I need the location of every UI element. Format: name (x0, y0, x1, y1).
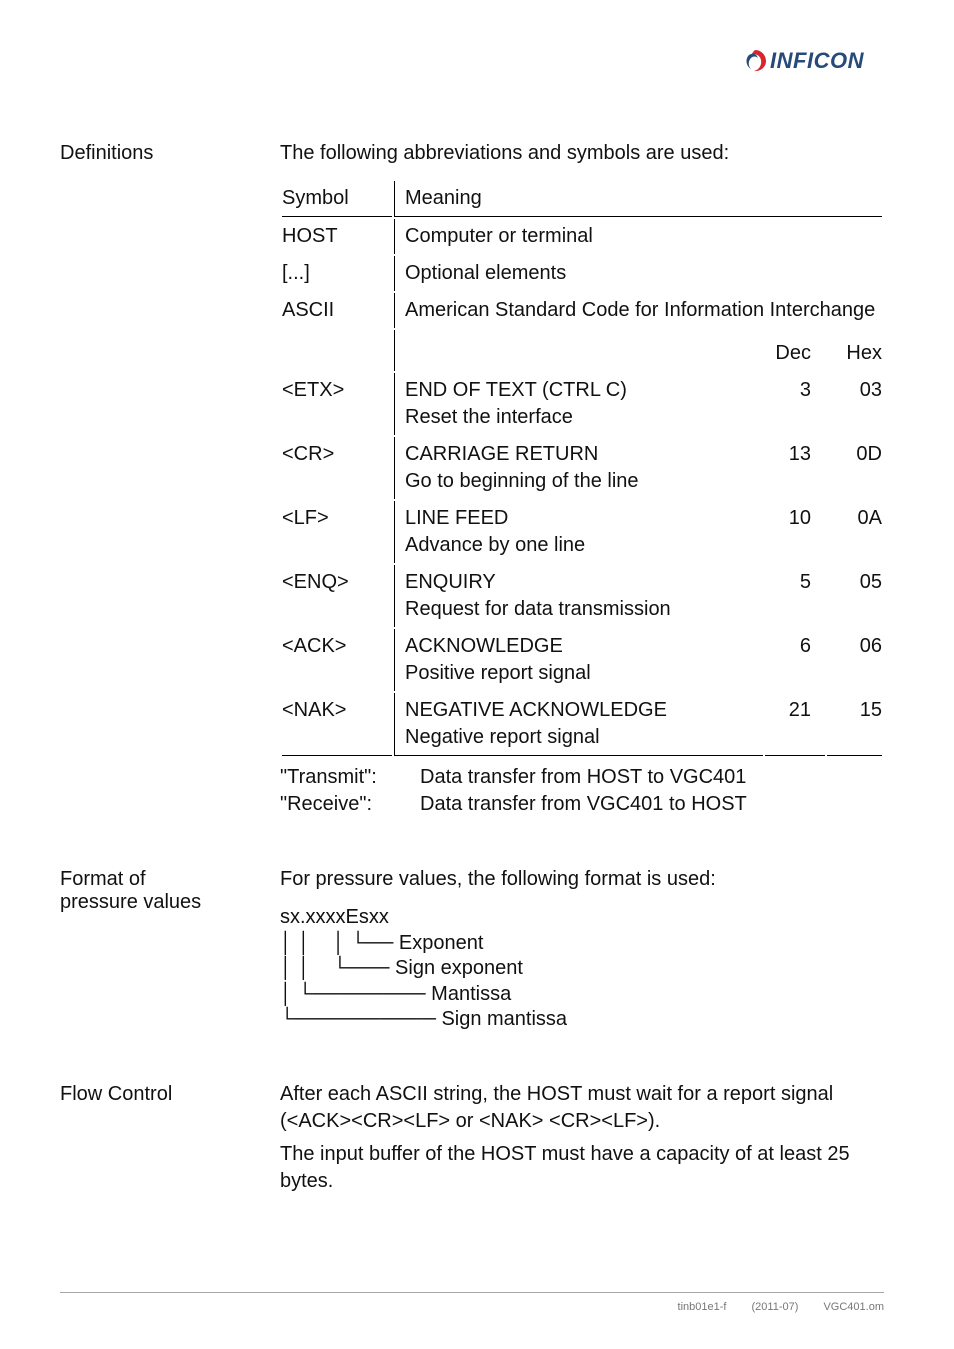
meaning-cell: CARRIAGE RETURN (405, 443, 598, 465)
symbol-cell: <ENQ> (282, 565, 392, 627)
meaning-cell: Computer or terminal (394, 219, 882, 254)
format-label: Format of pressure values (60, 866, 280, 914)
symbol-cell: [...] (282, 256, 392, 291)
meaning-cell: American Standard Code for Information I… (394, 293, 882, 328)
footer-doc: tinb01e1-f (678, 1301, 727, 1313)
label-sign-mantissa: Sign mantissa (441, 1008, 567, 1030)
page-footer: tinb01e1-f (2011-07) VGC401.om (60, 1292, 884, 1313)
meaning-sub: Reset the interface (405, 404, 763, 431)
transmit-receive: "Transmit": Data transfer from HOST to V… (280, 764, 884, 818)
format-diagram: sx.xxxxEsxx │ │ │ └── Exponent │ │ └─── … (280, 905, 884, 1033)
receive-key: "Receive": (280, 791, 420, 818)
receive-value: Data transfer from VGC401 to HOST (420, 791, 747, 818)
dec-hex-header: Dec Hex (282, 330, 882, 371)
format-pattern: sx.xxxxEsxx (280, 906, 389, 928)
symbol-cell: HOST (282, 219, 392, 254)
flow-label: Flow Control (60, 1081, 280, 1106)
meaning-sub: Request for data transmission (405, 596, 763, 623)
symbol-cell: <ETX> (282, 373, 392, 435)
symbol-cell: ASCII (282, 293, 392, 328)
brand-name: INFICON (770, 48, 864, 74)
hex-cell: 03 (827, 373, 882, 435)
hex-cell: 15 (827, 693, 882, 756)
table-row: <ETX> END OF TEXT (CTRL C) Reset the int… (282, 373, 882, 435)
format-body: For pressure values, the following forma… (280, 866, 884, 1033)
symbol-cell: <LF> (282, 501, 392, 563)
definitions-intro: The following abbreviations and symbols … (280, 140, 884, 167)
dec-cell: 13 (765, 437, 825, 499)
definitions-table: Symbol Meaning HOST Computer or terminal… (280, 179, 884, 758)
dec-label: Dec (765, 330, 825, 371)
header-meaning: Meaning (394, 181, 882, 217)
footer-date: (2011-07) (752, 1301, 799, 1313)
symbol-cell: <NAK> (282, 693, 392, 756)
transmit-value: Data transfer from HOST to VGC401 (420, 764, 746, 791)
format-intro: For pressure values, the following forma… (280, 866, 884, 893)
symbol-cell: <CR> (282, 437, 392, 499)
table-row: <NAK> NEGATIVE ACKNOWLEDGE Negative repo… (282, 693, 882, 756)
table-row: ASCII American Standard Code for Informa… (282, 293, 882, 328)
meaning-sub: Positive report signal (405, 660, 763, 687)
table-row: <CR> CARRIAGE RETURN Go to beginning of … (282, 437, 882, 499)
brand-logo: INFICON (742, 48, 864, 74)
dec-cell: 6 (765, 629, 825, 691)
dec-cell: 10 (765, 501, 825, 563)
meaning-cell: Optional elements (394, 256, 882, 291)
header-symbol: Symbol (282, 181, 392, 217)
flow-body: After each ASCII string, the HOST must w… (280, 1081, 884, 1195)
hex-cell: 0A (827, 501, 882, 563)
page: INFICON Definitions The following abbrev… (0, 0, 954, 1349)
table-header-row: Symbol Meaning (282, 181, 882, 217)
dec-cell: 3 (765, 373, 825, 435)
transmit-key: "Transmit": (280, 764, 420, 791)
meaning-sub: Go to beginning of the line (405, 468, 763, 495)
flow-p2: The input buffer of the HOST must have a… (280, 1141, 884, 1195)
meaning-sub: Advance by one line (405, 532, 763, 559)
content: Definitions The following abbreviations … (60, 140, 884, 1195)
section-definitions: Definitions The following abbreviations … (60, 140, 884, 818)
table-row: <ACK> ACKNOWLEDGE Positive report signal… (282, 629, 882, 691)
dec-cell: 21 (765, 693, 825, 756)
hex-cell: 05 (827, 565, 882, 627)
label-exponent: Exponent (399, 932, 484, 954)
meaning-cell: LINE FEED (405, 507, 508, 529)
footer-model: VGC401.om (823, 1301, 884, 1313)
inficon-swirl-icon (742, 48, 768, 74)
definitions-label: Definitions (60, 140, 280, 165)
table-row: <LF> LINE FEED Advance by one line 10 0A (282, 501, 882, 563)
hex-label: Hex (827, 330, 882, 371)
symbol-cell: <ACK> (282, 629, 392, 691)
label-mantissa: Mantissa (431, 983, 511, 1005)
dec-cell: 5 (765, 565, 825, 627)
flow-p1: After each ASCII string, the HOST must w… (280, 1081, 884, 1135)
label-sign-exponent: Sign exponent (395, 957, 523, 979)
table-row: HOST Computer or terminal (282, 219, 882, 254)
section-format: Format of pressure values For pressure v… (60, 866, 884, 1033)
meaning-cell: NEGATIVE ACKNOWLEDGE (405, 699, 667, 721)
table-row: <ENQ> ENQUIRY Request for data transmiss… (282, 565, 882, 627)
hex-cell: 0D (827, 437, 882, 499)
meaning-sub: Negative report signal (405, 724, 763, 751)
table-row: [...] Optional elements (282, 256, 882, 291)
meaning-cell: ACKNOWLEDGE (405, 635, 563, 657)
meaning-cell: ENQUIRY (405, 571, 496, 593)
definitions-body: The following abbreviations and symbols … (280, 140, 884, 818)
hex-cell: 06 (827, 629, 882, 691)
section-flow: Flow Control After each ASCII string, th… (60, 1081, 884, 1195)
meaning-cell: END OF TEXT (CTRL C) (405, 379, 627, 401)
